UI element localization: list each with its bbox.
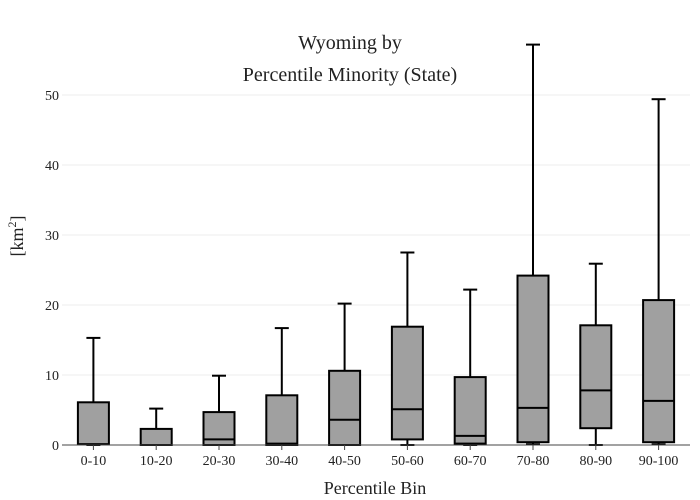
box-20-30 bbox=[202, 374, 236, 447]
y-tick-label: 30 bbox=[45, 229, 59, 244]
box-50-60 bbox=[390, 251, 424, 446]
box-30-40 bbox=[265, 327, 299, 446]
x-tick-label: 40-50 bbox=[328, 454, 361, 469]
chart-title-line-2: Percentile Minority (State) bbox=[243, 64, 457, 86]
x-tick-label: 20-30 bbox=[203, 454, 236, 469]
y-axis-label-close: ] bbox=[7, 216, 27, 222]
x-tick-label: 10-20 bbox=[140, 454, 173, 469]
x-axis-ticks: 0-10 10-20 20-30 30-40 40-50 50-60 60-70 70-80 8… bbox=[81, 445, 679, 469]
iqr-box bbox=[642, 299, 676, 444]
y-axis-label: [km2] bbox=[5, 216, 27, 257]
y-axis-label-text: [km bbox=[7, 228, 27, 257]
box-60-70 bbox=[453, 288, 487, 446]
y-tick-label: 0 bbox=[52, 439, 59, 454]
y-tick-label: 50 bbox=[45, 89, 59, 104]
iqr-box bbox=[516, 274, 550, 444]
y-axis-label-superscript: 2 bbox=[5, 222, 19, 228]
x-axis-label: Percentile Bin bbox=[324, 478, 426, 498]
boxes bbox=[76, 43, 676, 447]
x-tick-label: 80-90 bbox=[579, 454, 612, 469]
iqr-box bbox=[328, 369, 362, 446]
y-tick-label: 40 bbox=[45, 159, 59, 174]
x-tick-label: 90-100 bbox=[639, 454, 679, 469]
x-tick-label: 50-60 bbox=[391, 454, 424, 469]
box-80-90 bbox=[579, 262, 613, 446]
iqr-box bbox=[453, 376, 487, 445]
iqr-box bbox=[265, 394, 299, 446]
chart-title-line-1: Wyoming by bbox=[298, 32, 402, 54]
iqr-box bbox=[139, 427, 173, 446]
iqr-box bbox=[390, 325, 424, 441]
y-axis-ticks: 0 10 20 30 40 50 bbox=[45, 89, 59, 454]
box-40-50 bbox=[328, 302, 362, 446]
iqr-box bbox=[579, 324, 613, 430]
box-10-20 bbox=[139, 407, 173, 446]
y-tick-label: 10 bbox=[45, 369, 59, 384]
box-90-100 bbox=[642, 98, 676, 446]
x-tick-label: 30-40 bbox=[265, 454, 298, 469]
iqr-box bbox=[76, 401, 110, 446]
x-tick-label: 0-10 bbox=[81, 454, 107, 469]
x-tick-label: 70-80 bbox=[517, 454, 550, 469]
box-70-80 bbox=[516, 43, 550, 446]
x-tick-label: 60-70 bbox=[454, 454, 487, 469]
y-tick-label: 20 bbox=[45, 299, 59, 314]
box-0-10 bbox=[76, 336, 110, 446]
